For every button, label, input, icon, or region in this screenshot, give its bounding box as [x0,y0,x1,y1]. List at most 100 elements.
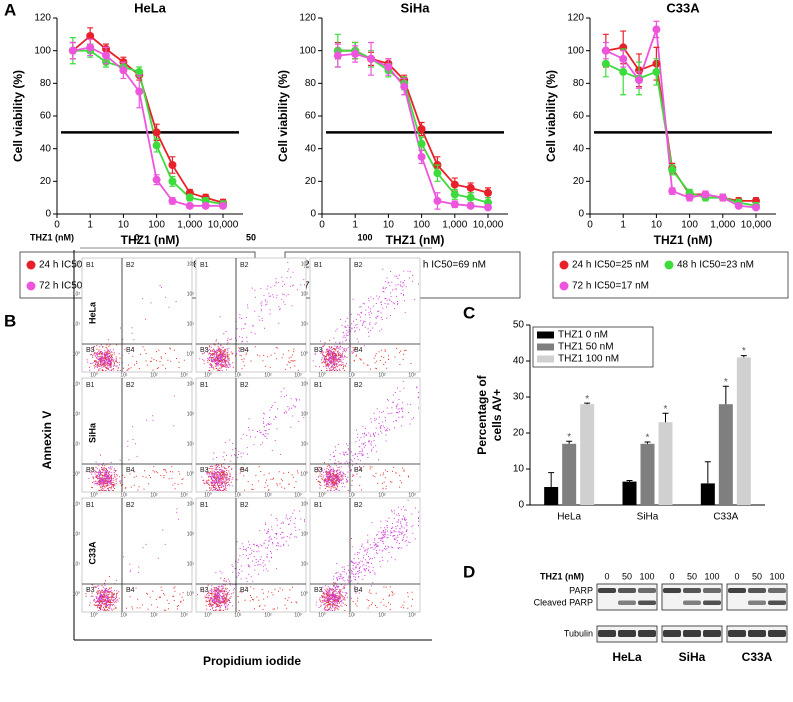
y-tick-label: 0 [518,500,524,511]
axis-tick-label: 10² [187,531,195,537]
error-bar [626,480,633,482]
axis-tick-label: 10⁰ [186,351,194,357]
dot-plot-frame [195,497,307,613]
chart-title: HeLa [134,0,167,15]
y-tick-label: 120 [34,13,51,24]
axis-tick-label: 10³ [294,612,302,618]
series-line [605,29,757,209]
legend-label: THZ1 0 nM [558,330,608,341]
axis-tick-label: 10² [73,531,81,537]
blot-row-label: Cleaved PARP [534,597,593,607]
quadrant-label: B1 [86,262,95,269]
quadrant-label: B1 [314,382,323,389]
blot-membrane [726,583,788,611]
axis-tick-label: 10⁰ [318,612,326,618]
data-point [450,180,459,189]
axis-tick-label: 10¹ [187,561,195,567]
legend-marker [559,281,569,291]
data-point [734,201,743,210]
legend-label: 72 h IC50=52 nM [39,281,116,292]
bar [658,422,673,505]
data-point [752,203,761,212]
quadrant-label: B3 [200,587,209,594]
series-line [72,34,224,204]
quadrant-label: B2 [354,262,363,269]
axis-tick-label: 10⁰ [72,471,80,477]
x-tick-label: 10,000 [208,220,239,231]
x-tick-label: 10,000 [741,220,772,231]
dot-plot-frame [81,497,193,613]
blot-row-label: PARP [569,585,593,595]
data-point [367,54,376,63]
axis-tick-label: 10¹ [73,321,81,327]
data-point [668,165,677,174]
y-axis-label: cells AV+ [490,389,504,441]
data-point [619,54,628,63]
axis-tick-label: 10⁰ [318,372,326,378]
data-point [384,63,393,71]
quadrant-label: B1 [86,382,95,389]
legend-label: 24 h IC50=25 nM [572,260,649,271]
legend-marker [26,260,36,270]
data-point [652,25,661,34]
axis-tick-label: 10¹ [120,492,128,498]
axis-tick-label: 10² [73,291,81,297]
axis-tick-label: 10³ [180,612,188,618]
axis-tick-label: 10⁰ [90,492,98,498]
y-tick-label: 50 [513,320,525,331]
x-tick-label: 100 [681,220,698,231]
axis-tick-label: 10⁰ [186,591,194,597]
data-point [701,190,710,199]
data-point [417,125,426,134]
data-point [466,183,475,192]
quadrant-label: B3 [86,467,95,474]
axis-tick-label: 10⁰ [204,612,212,618]
significance-mark: * [742,346,746,357]
error-bar [662,412,669,423]
quadrant-label: B4 [126,347,135,354]
x-axis-label: THZ1 (nM) [654,233,713,247]
axis-tick-label: 10² [150,612,158,618]
series-line [337,52,489,209]
legend-label: 24 h IC50=147 nM [39,260,122,271]
y-tick-label: 0 [578,209,584,220]
cell-events [199,261,305,371]
axis-tick-label: 10² [187,291,195,297]
bar [718,404,733,505]
dot-plot-frame [309,377,421,493]
axis-tick-label: 10⁰ [72,591,80,597]
series-line [605,46,756,202]
data-point [102,51,111,60]
y-tick-label: 40 [513,356,525,367]
quadrant-label: B4 [126,467,135,474]
axis-tick-label: 10³ [180,372,188,378]
data-point [86,31,95,40]
axis-tick-label: 10¹ [234,372,242,378]
quadrant-label: B2 [126,502,135,509]
cell-events [315,499,419,611]
axis-tick-label: 10¹ [120,372,128,378]
blot-band [768,588,786,593]
quadrant-label: B3 [200,467,209,474]
axis-tick-label: 10² [73,411,81,417]
y-tick-label: 10 [513,464,525,475]
quadrant-label: B3 [86,347,95,354]
cell-events [312,268,419,371]
blot-group-label: HeLa [612,650,642,664]
data-point [417,152,426,161]
axis-tick-label: 10³ [301,261,309,267]
axis-tick-label: 10³ [301,381,309,387]
axis-tick-label: 10² [150,492,158,498]
axis-tick-label: 10⁰ [204,492,212,498]
error-bar [584,402,591,405]
lane-label: 100 [704,571,719,581]
y-tick-label: 20 [305,176,317,187]
axis-tick-label: 10⁰ [204,372,212,378]
axis-tick-label: 10¹ [348,492,356,498]
axis-tick-label: 10² [301,531,309,537]
y-axis-label: Cell viability (%) [544,70,558,162]
x-tick-label: 1,000 [710,220,735,231]
data-point [484,188,493,197]
data-point [333,51,342,60]
